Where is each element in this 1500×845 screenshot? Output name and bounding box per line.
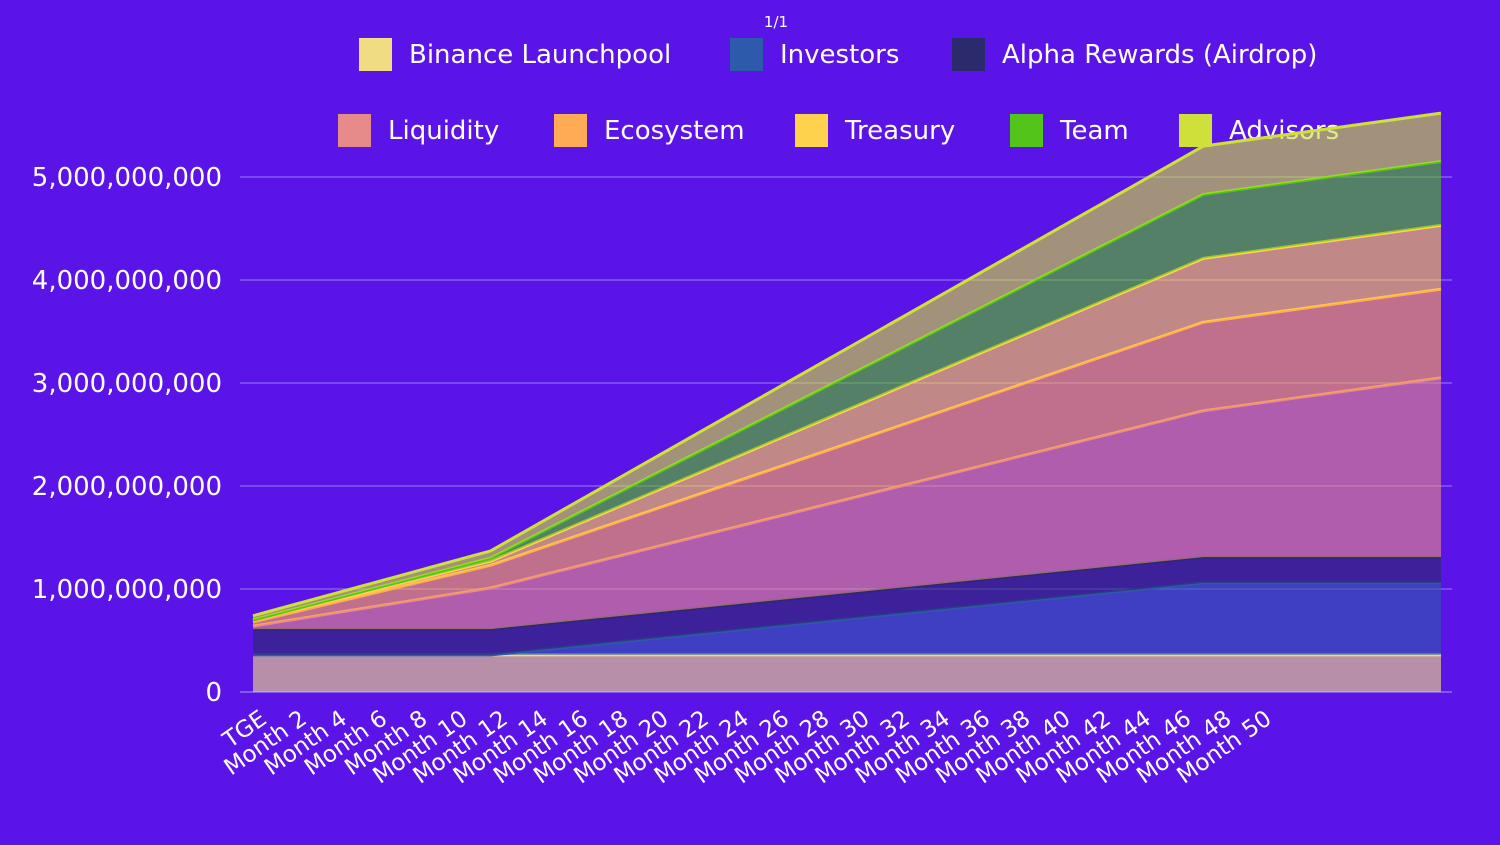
legend-swatch: [554, 114, 587, 147]
legend-swatch: [1010, 114, 1043, 147]
y-tick-label: 1,000,000,000: [32, 575, 222, 605]
legend-label: Binance Launchpool: [409, 40, 671, 70]
legend-label: Alpha Rewards (Airdrop): [1002, 40, 1317, 70]
legend-item-alpha-rewards-airdrop-: Alpha Rewards (Airdrop): [952, 38, 1317, 71]
legend-swatch: [359, 38, 392, 71]
y-tick-label: 2,000,000,000: [32, 472, 222, 502]
legend-item-team: Team: [1010, 114, 1129, 147]
legend-label: Treasury: [844, 116, 955, 146]
line-advisors: [252, 111, 1442, 618]
legend-item-liquidity: Liquidity: [338, 114, 499, 147]
stacked-areas: [252, 111, 1442, 692]
legend-item-investors: Investors: [730, 38, 899, 71]
area-team: [253, 161, 1441, 620]
legend-label: Liquidity: [388, 116, 499, 146]
y-tick-label: 0: [205, 678, 222, 708]
area-alpha-rewards-airdrop-: [253, 557, 1441, 655]
legend-swatch: [1179, 114, 1212, 147]
legend-label: Team: [1059, 116, 1129, 146]
legend-label: Ecosystem: [604, 116, 745, 146]
area-advisors: [253, 113, 1441, 620]
y-tick-label: 5,000,000,000: [32, 163, 222, 193]
legend: Binance Launchpool Investors Alpha Rewards…: [338, 38, 1339, 147]
legend-item-binance-launchpool: Binance Launchpool: [359, 38, 671, 71]
area-liquidity: [253, 377, 1441, 630]
y-axis-ticks: 0 1,000,000,000 2,000,000,000 3,000,000,000…: [32, 163, 222, 708]
legend-swatch: [795, 114, 828, 147]
y-tick-label: 3,000,000,000: [32, 369, 222, 399]
legend-item-ecosystem: Ecosystem: [554, 114, 745, 147]
legend-swatch: [952, 38, 985, 71]
legend-swatch: [730, 38, 763, 71]
legend-swatch: [338, 114, 371, 147]
area-ecosystem: [253, 289, 1441, 627]
area-treasury: [253, 225, 1441, 622]
y-tick-label: 4,000,000,000: [32, 266, 222, 296]
legend-label: Investors: [780, 40, 899, 70]
area-binance-launchpool: [253, 654, 1441, 692]
pager-label: 1/1: [764, 13, 788, 31]
legend-item-treasury: Treasury: [795, 114, 955, 147]
